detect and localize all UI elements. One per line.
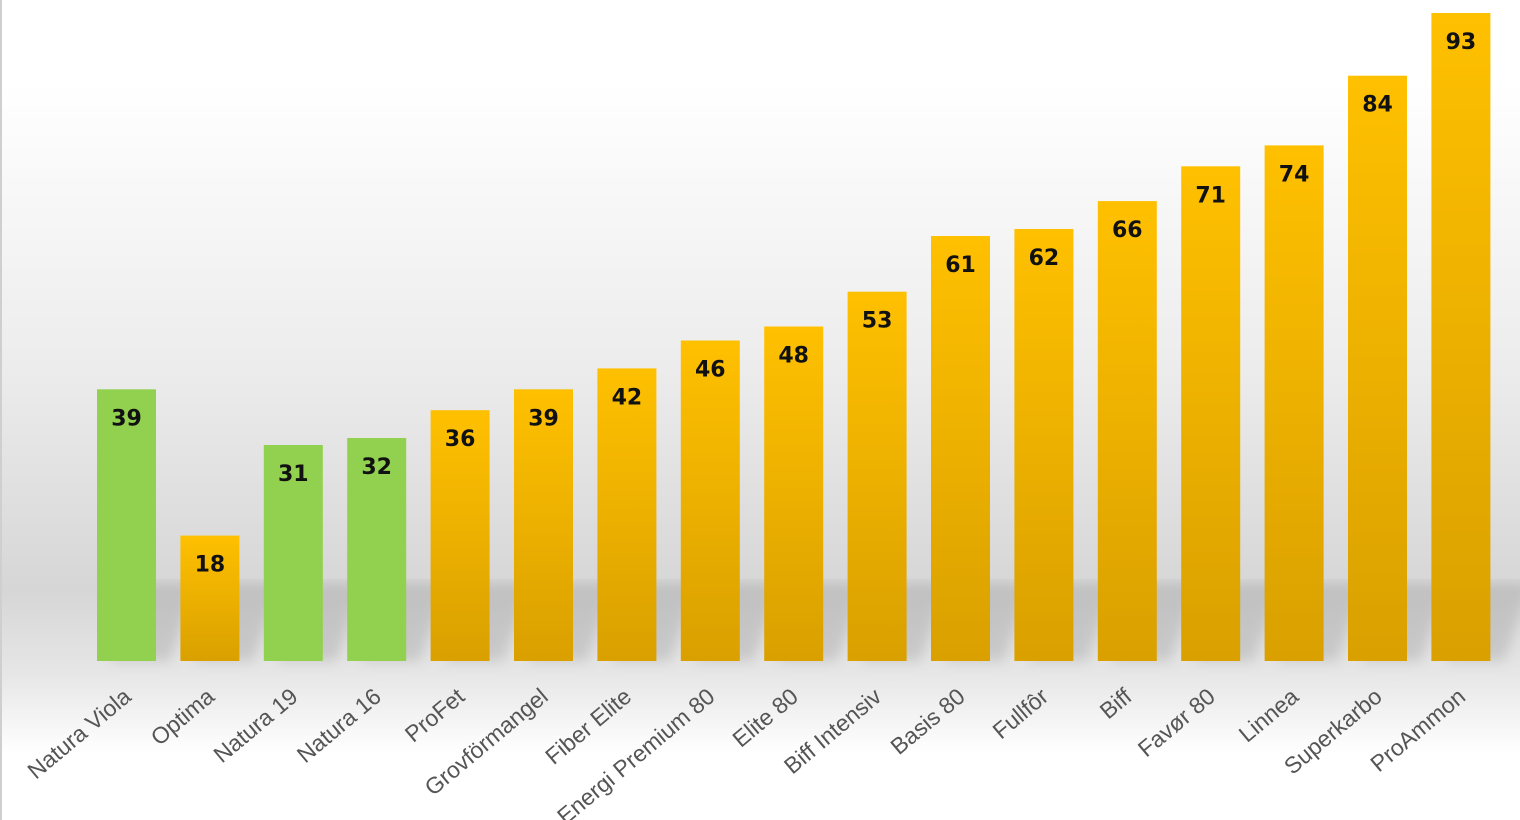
bar-natura-16: [347, 438, 407, 661]
category-label: Natura 19: [208, 683, 302, 768]
category-label: Biff: [1095, 683, 1137, 724]
bar-elite-80: [764, 326, 824, 661]
data-label: 61: [945, 253, 976, 278]
bar-biff-intensiv: [847, 291, 907, 661]
category-label: Fullfôr: [987, 683, 1053, 744]
bar-basis-80: [931, 236, 990, 661]
bar-fullf-r: [1014, 229, 1074, 661]
bars: [97, 13, 1491, 662]
data-label: 62: [1029, 246, 1060, 271]
category-label: Basis 80: [885, 683, 969, 760]
category-label: Optima: [146, 683, 220, 751]
bar-biff: [1097, 201, 1157, 661]
bar-natura-viola: [97, 389, 156, 661]
category-label: Natura 16: [292, 683, 386, 768]
data-label: 32: [361, 455, 392, 480]
bar-profet: [430, 410, 490, 661]
data-label: 53: [862, 309, 893, 334]
data-label: 84: [1362, 93, 1393, 118]
data-label: 31: [278, 462, 309, 487]
data-label: 42: [612, 385, 643, 410]
bar-optima: [180, 535, 240, 661]
data-label: 71: [1195, 183, 1226, 208]
data-label: 39: [111, 406, 142, 431]
data-label: 66: [1112, 218, 1143, 243]
data-label: 36: [445, 427, 476, 452]
bar-energi-premium-80: [680, 340, 740, 661]
category-label: Elite 80: [727, 683, 802, 752]
data-label: 18: [195, 553, 226, 578]
bar-fiber-elite: [597, 368, 657, 661]
bar-natura-19: [263, 445, 323, 661]
data-label: 74: [1279, 162, 1310, 187]
bar-superkarbo: [1348, 75, 1407, 661]
category-label: Linnea: [1234, 683, 1304, 747]
bar-proammon: [1431, 13, 1491, 661]
category-label: Natura Viola: [22, 683, 136, 784]
category-label: ProFet: [400, 683, 470, 748]
bar-grovf-rmangel: [514, 389, 573, 661]
bar-linnea: [1264, 145, 1324, 661]
data-label: 48: [778, 344, 809, 369]
data-labels: 39 18 31 32 36 39 42 46 48 53 61 62 66 71 74 84 93: [111, 30, 1476, 578]
data-label: 93: [1446, 30, 1477, 55]
category-label: Favør 80: [1133, 683, 1220, 762]
bar-fav-r-80: [1181, 166, 1241, 662]
data-label: 46: [695, 358, 726, 383]
data-label: 39: [528, 406, 559, 431]
